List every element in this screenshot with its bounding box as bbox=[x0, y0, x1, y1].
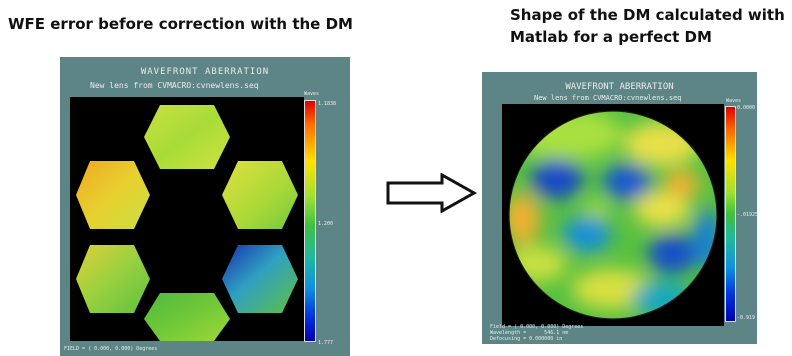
right-heading-line2: Matlab for a perfect DM bbox=[510, 28, 712, 46]
hex-segment-lower-right bbox=[222, 245, 298, 313]
right-plot-area bbox=[502, 104, 724, 326]
left-colorbar-mid-label: 1.200 bbox=[318, 221, 334, 227]
right-colorbar-top-label: 0.0000 bbox=[737, 105, 756, 111]
left-colorbar-bottom-label: 1.777 bbox=[318, 340, 334, 346]
left-panel-subtitle: New lens from CVMACRO:cvnewlens.seq bbox=[90, 81, 259, 90]
right-colorbar bbox=[725, 106, 736, 322]
right-colorbar-mid-label: -.01925 bbox=[737, 212, 759, 218]
left-colorbar-unit: Waves bbox=[304, 91, 320, 97]
right-heading-line1: Shape of the DM calculated with bbox=[510, 6, 785, 24]
right-arrow-icon bbox=[386, 173, 478, 213]
left-panel-footer: FIELD = ( 0.000, 0.000) Degrees bbox=[64, 346, 158, 352]
left-heading: WFE error before correction with the DM bbox=[8, 15, 353, 33]
hex-segment-upper-left bbox=[76, 161, 150, 229]
right-dm-surface bbox=[508, 110, 718, 320]
left-plot-area bbox=[70, 97, 304, 341]
right-panel-footer: Field = ( 0.000, 0.000) Degrees Waveleng… bbox=[490, 324, 583, 342]
right-wavefront-panel: WAVEFRONT ABERRATION New lens from CVMAC… bbox=[482, 72, 759, 344]
left-segmented-mirror bbox=[76, 105, 298, 341]
hex-segment-bottom bbox=[144, 293, 230, 341]
right-heading: Shape of the DM calculated with Matlab f… bbox=[510, 4, 785, 48]
left-colorbar bbox=[304, 100, 316, 342]
hex-segment-upper-right bbox=[222, 161, 298, 229]
left-wavefront-panel: WAVEFRONT ABERRATION New lens from CVMAC… bbox=[60, 57, 350, 356]
right-colorbar-unit: Waves bbox=[726, 98, 742, 104]
right-colorbar-bottom-label: -0.919 bbox=[737, 315, 756, 321]
hex-segment-top bbox=[144, 105, 230, 169]
right-footer-defocusing: Defocusing = 0.000000 in bbox=[490, 336, 563, 342]
left-colorbar-top-label: 1.1838 bbox=[318, 101, 337, 107]
right-footer-wavelength: Wavelength = 546.1 nm bbox=[490, 330, 569, 336]
left-panel-title: WAVEFRONT ABERRATION bbox=[140, 67, 270, 77]
right-footer-field: Field = ( 0.000, 0.000) Degrees bbox=[490, 324, 584, 330]
hex-segment-lower-left bbox=[76, 245, 150, 313]
right-panel-subtitle: New lens from CVMACRO:cvnewlens.seq bbox=[534, 94, 682, 102]
right-panel-title: WAVEFRONT ABERRATION bbox=[565, 82, 674, 92]
